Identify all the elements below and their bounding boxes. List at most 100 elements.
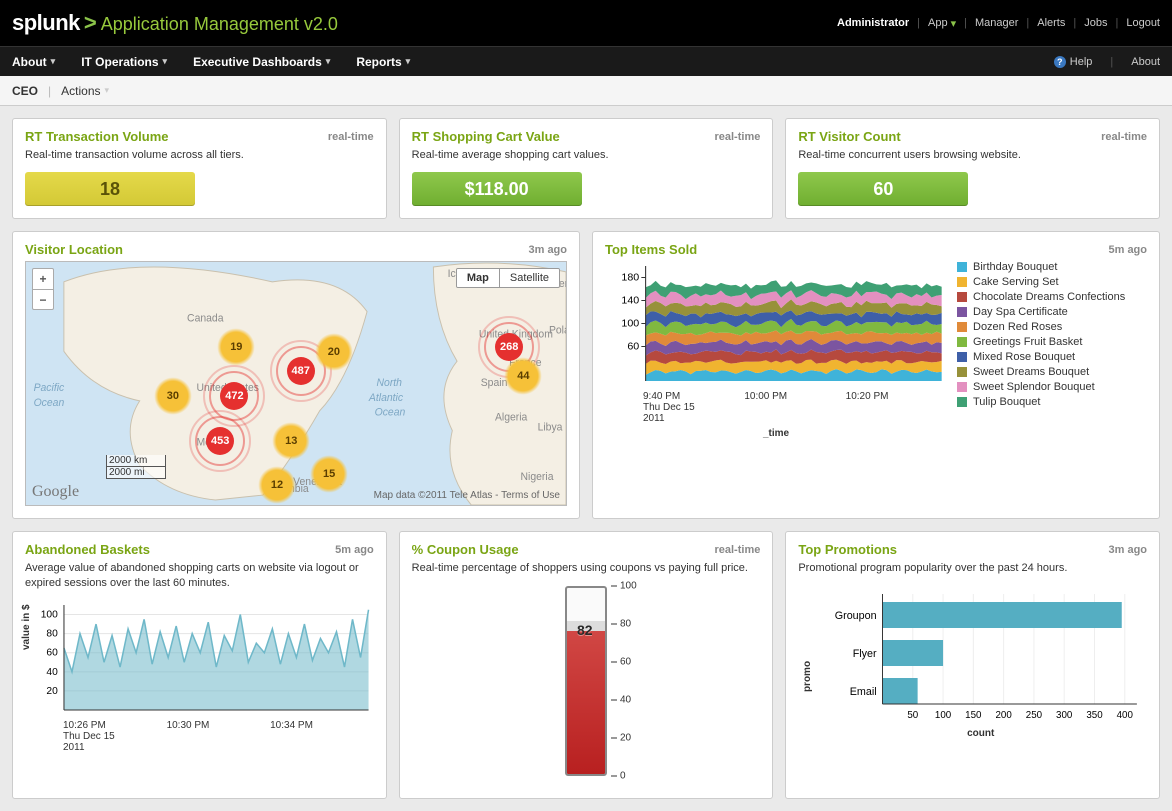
- panel-time: 3m ago: [528, 244, 567, 256]
- panel-title: Top Promotions: [798, 542, 897, 557]
- legend-label: Greetings Fruit Basket: [973, 336, 1082, 348]
- map-marker-red[interactable]: 453: [199, 420, 241, 462]
- svg-text:Pacific: Pacific: [34, 382, 65, 394]
- x-axis-label: count: [814, 726, 1147, 739]
- x-axis-label: _time: [605, 424, 947, 439]
- svg-text:80: 80: [46, 629, 58, 640]
- panel-abandoned: Abandoned Baskets5m ago Average value of…: [12, 531, 387, 798]
- panel-rt-cart: RT Shopping Cart Valuereal-time Real-tim…: [399, 118, 774, 219]
- caret-down-icon: ▾: [51, 56, 56, 67]
- menu-it-operations[interactable]: IT Operations▾: [81, 55, 167, 69]
- menu-exec-dashboards[interactable]: Executive Dashboards▾: [193, 55, 330, 69]
- legend-item[interactable]: Chocolate Dreams Confections: [957, 291, 1147, 303]
- panel-title: RT Shopping Cart Value: [412, 129, 560, 144]
- terms-link[interactable]: Terms of Use: [501, 490, 560, 501]
- panel-coupon: % Coupon Usagereal-time Real-time percen…: [399, 531, 774, 798]
- map-type-satellite[interactable]: Satellite: [499, 269, 559, 287]
- menu-about[interactable]: About▾: [12, 55, 55, 69]
- menu-reports[interactable]: Reports▾: [356, 55, 410, 69]
- legend-item[interactable]: Day Spa Certificate: [957, 306, 1147, 318]
- legend-item[interactable]: Sweet Splendor Bouquet: [957, 381, 1147, 393]
- svg-text:50: 50: [908, 710, 919, 721]
- map-marker-yellow[interactable]: 15: [310, 455, 348, 493]
- legend-swatch: [957, 262, 967, 272]
- svg-text:60: 60: [627, 342, 639, 353]
- panel-rt-transaction: RT Transaction Volumereal-time Real-time…: [12, 118, 387, 219]
- svg-text:Algeria: Algeria: [495, 412, 527, 424]
- topbar: splunk > Application Management v2.0 Adm…: [0, 0, 1172, 46]
- logout-link[interactable]: Logout: [1126, 17, 1160, 29]
- zoom-out-button[interactable]: −: [33, 289, 53, 309]
- panel-desc: Promotional program popularity over the …: [798, 561, 1147, 575]
- map-marker-yellow[interactable]: 19: [217, 328, 255, 366]
- caret-down-icon: ▾: [326, 56, 331, 67]
- actions-dropdown[interactable]: Actions▾: [61, 84, 109, 98]
- legend-swatch: [957, 382, 967, 392]
- map-type-map[interactable]: Map: [457, 269, 499, 287]
- legend-swatch: [957, 277, 967, 287]
- panel-desc: Real-time concurrent users browsing webs…: [798, 148, 1147, 162]
- panel-desc: Average value of abandoned shopping cart…: [25, 561, 374, 590]
- caret-down-icon: ▾: [105, 85, 110, 96]
- topbar-right: Administrator | App ▾ | Manager | Alerts…: [837, 17, 1160, 30]
- subbar: CEO | Actions▾: [0, 76, 1172, 106]
- legend-item[interactable]: Tulip Bouquet: [957, 396, 1147, 408]
- caret-down-icon: ▾: [951, 17, 957, 30]
- jobs-link[interactable]: Jobs: [1084, 17, 1107, 29]
- map-marker-yellow[interactable]: 44: [504, 357, 542, 395]
- panel-rt-visitor: RT Visitor Countreal-time Real-time conc…: [785, 118, 1160, 219]
- map-marker-yellow[interactable]: 20: [315, 333, 353, 371]
- panel-top-items: Top Items Sold5m ago 60100140180 9:40 PM…: [592, 231, 1160, 519]
- panel-time: 3m ago: [1109, 544, 1148, 556]
- legend-item[interactable]: Greetings Fruit Basket: [957, 336, 1147, 348]
- gauge-fill: [567, 621, 605, 774]
- panel-title: RT Visitor Count: [798, 129, 900, 144]
- panel-promotions: Top Promotions 3m ago Promotional program…: [785, 531, 1160, 798]
- legend-item[interactable]: Dozen Red Roses: [957, 321, 1147, 333]
- app-dropdown[interactable]: App ▾: [928, 17, 956, 30]
- y-axis-label: value in $: [21, 604, 32, 650]
- metric-value: 18: [25, 172, 195, 206]
- legend-item[interactable]: Mixed Rose Bouquet: [957, 351, 1147, 363]
- svg-text:Flyer: Flyer: [853, 647, 877, 659]
- zoom-in-button[interactable]: +: [33, 269, 53, 289]
- svg-text:Groupon: Groupon: [835, 609, 877, 621]
- metric-value: $118.00: [412, 172, 582, 206]
- svg-text:Ocean: Ocean: [375, 407, 406, 419]
- map-marker-yellow[interactable]: 13: [272, 422, 310, 460]
- panel-time: real-time: [328, 131, 374, 143]
- gauge-ticks: 020406080100: [611, 586, 651, 776]
- svg-text:Canada: Canada: [187, 313, 224, 325]
- logo-text: splunk: [12, 10, 80, 36]
- svg-text:300: 300: [1056, 710, 1073, 721]
- page-title: CEO: [12, 84, 38, 98]
- manager-link[interactable]: Manager: [975, 17, 1018, 29]
- help-link[interactable]: ?Help: [1054, 56, 1093, 68]
- legend-label: Day Spa Certificate: [973, 306, 1068, 318]
- chart-legend: Birthday Bouquet Cake Serving Set Chocolat…: [957, 261, 1147, 421]
- panel-time: real-time: [714, 544, 760, 556]
- map-marker-yellow[interactable]: 30: [154, 377, 192, 415]
- app-title: Application Management v2.0: [101, 14, 338, 35]
- menubar-right: ?Help | About: [1054, 56, 1160, 68]
- legend-label: Sweet Splendor Bouquet: [973, 381, 1095, 393]
- svg-text:Email: Email: [850, 685, 877, 697]
- legend-label: Sweet Dreams Bouquet: [973, 366, 1089, 378]
- legend-item[interactable]: Sweet Dreams Bouquet: [957, 366, 1147, 378]
- svg-text:Poland: Poland: [549, 325, 566, 337]
- alerts-link[interactable]: Alerts: [1037, 17, 1065, 29]
- svg-text:North: North: [377, 377, 403, 389]
- legend-item[interactable]: Birthday Bouquet: [957, 261, 1147, 273]
- panel-desc: Real-time transaction volume across all …: [25, 148, 374, 162]
- legend-item[interactable]: Cake Serving Set: [957, 276, 1147, 288]
- svg-text:400: 400: [1117, 710, 1134, 721]
- svg-text:140: 140: [621, 296, 639, 307]
- map-marker-yellow[interactable]: 12: [258, 466, 296, 504]
- map[interactable]: NorthAtlanticOceanPacificOcean CanadaUni…: [25, 261, 567, 506]
- gauge-value: 82: [577, 622, 593, 638]
- panel-time: 5m ago: [1108, 244, 1147, 256]
- logo-arrow: >: [84, 10, 97, 36]
- about-link[interactable]: About: [1131, 56, 1160, 68]
- admin-link[interactable]: Administrator: [837, 17, 909, 29]
- panel-title: Abandoned Baskets: [25, 542, 150, 557]
